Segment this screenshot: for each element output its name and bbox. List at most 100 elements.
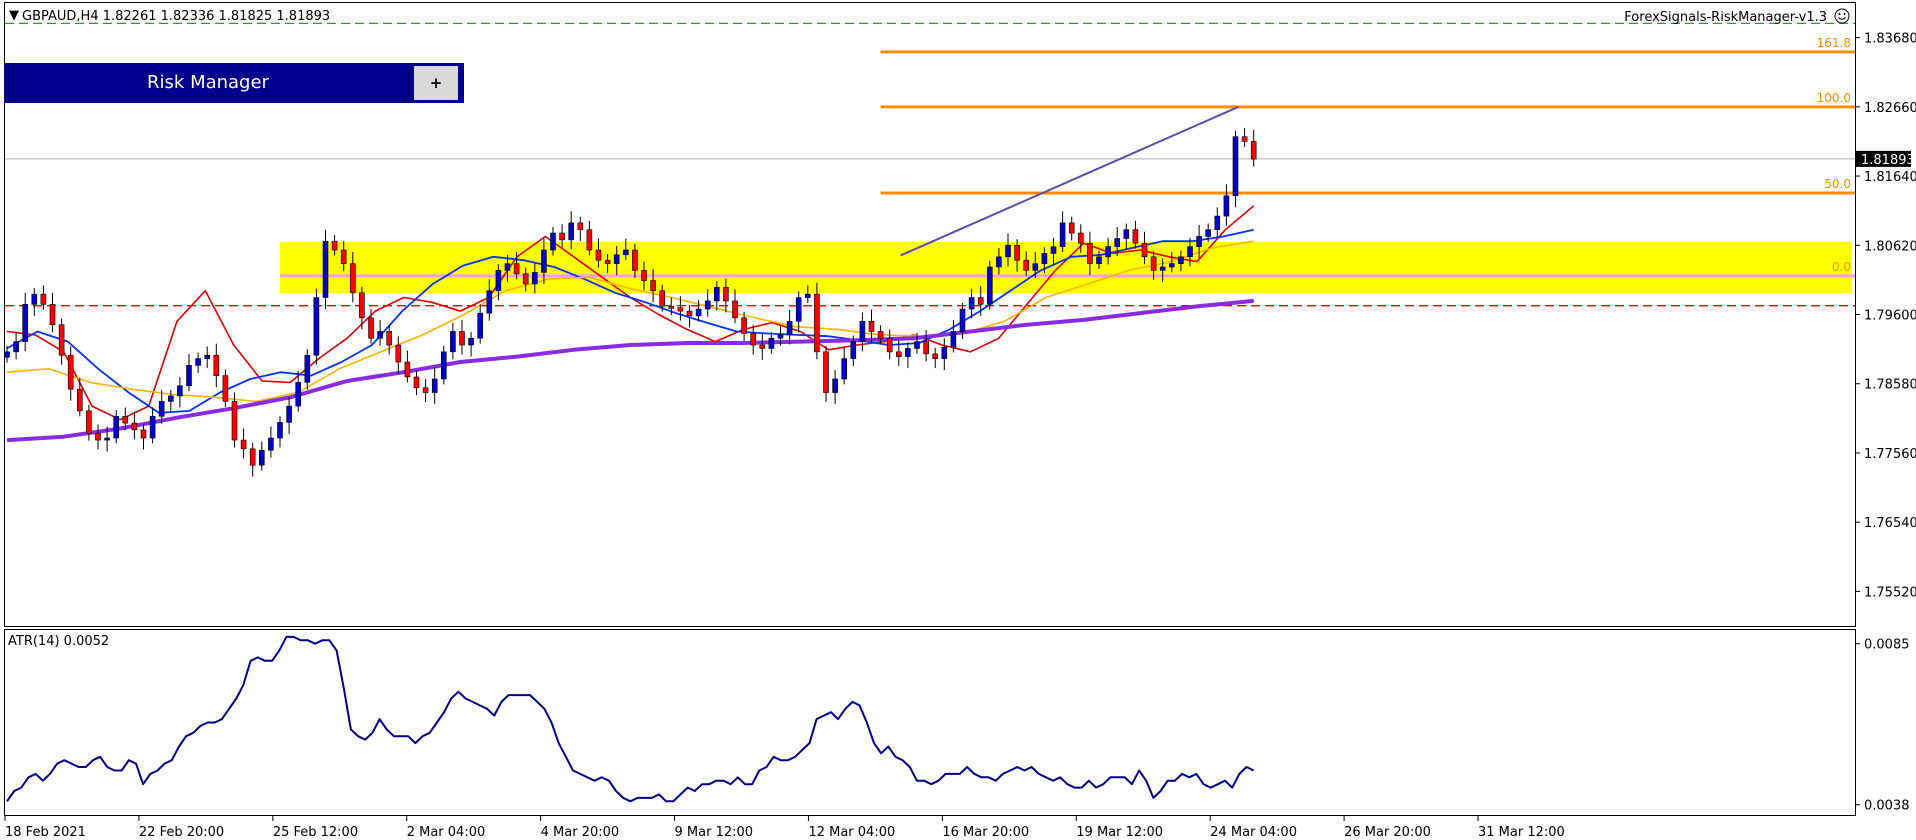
candle-body bbox=[149, 415, 156, 439]
candle-body bbox=[568, 222, 575, 241]
atr-tick-label: 0.0038 bbox=[1864, 799, 1910, 814]
candle-body bbox=[941, 346, 948, 359]
candle-body bbox=[641, 270, 647, 281]
candle-body bbox=[895, 351, 902, 357]
candle-body bbox=[1023, 259, 1030, 271]
candle-body bbox=[786, 320, 793, 336]
candle-body bbox=[468, 337, 474, 346]
candle-body bbox=[1105, 246, 1111, 258]
candle-body bbox=[13, 341, 19, 353]
candle-body bbox=[440, 351, 447, 380]
fib-label-161-8: 161.8 bbox=[1817, 36, 1851, 50]
time-tick-label: 25 Feb 12:00 bbox=[273, 825, 358, 840]
candle-body bbox=[968, 297, 975, 310]
candle-body bbox=[1078, 232, 1084, 244]
candle-body bbox=[950, 331, 957, 348]
candle-body bbox=[814, 293, 820, 353]
candle-body bbox=[732, 300, 738, 319]
candle-body bbox=[368, 317, 374, 339]
candle-body bbox=[632, 249, 638, 271]
candle-body bbox=[1250, 141, 1257, 160]
candle-body bbox=[1032, 263, 1039, 271]
candle-body bbox=[49, 304, 56, 325]
candle-body bbox=[258, 449, 265, 466]
fib-label-100-0: 100.0 bbox=[1817, 91, 1851, 105]
candle-body bbox=[386, 331, 393, 346]
candle-body bbox=[986, 266, 993, 305]
price-tick-label: 1.76540 bbox=[1864, 516, 1916, 531]
candle-body bbox=[1041, 253, 1048, 264]
candle-body bbox=[1159, 266, 1166, 271]
price-tick-label: 1.75520 bbox=[1864, 585, 1916, 600]
candle-body bbox=[249, 448, 256, 466]
candle-body bbox=[759, 344, 766, 349]
candle-body bbox=[559, 232, 565, 241]
candle-body bbox=[513, 263, 520, 275]
candle-body bbox=[413, 376, 420, 389]
candle-body bbox=[959, 308, 966, 332]
candle-body bbox=[1169, 263, 1175, 268]
candle-body bbox=[1196, 236, 1202, 247]
candle-body bbox=[67, 354, 74, 390]
candle-body bbox=[477, 312, 484, 339]
candle-body bbox=[723, 287, 729, 302]
candle-body bbox=[222, 375, 229, 402]
moving-average-line-2 bbox=[6, 228, 1254, 414]
candle-body bbox=[95, 432, 101, 441]
candle-body bbox=[1187, 246, 1193, 258]
candle-body bbox=[104, 437, 110, 441]
time-tick-label: 22 Feb 20:00 bbox=[139, 825, 224, 840]
candle-body bbox=[668, 306, 675, 309]
candle-body bbox=[713, 287, 720, 302]
smiley-icon[interactable] bbox=[1834, 8, 1850, 24]
candle-body bbox=[531, 272, 538, 285]
time-tick-label: 24 Mar 04:00 bbox=[1210, 825, 1297, 840]
time-tick-label: 19 Mar 12:00 bbox=[1076, 825, 1163, 840]
risk-manager-title[interactable]: Risk Manager bbox=[147, 72, 269, 93]
candle-body bbox=[1050, 246, 1057, 254]
moving-average-line-1 bbox=[6, 205, 1255, 421]
candle-body bbox=[395, 344, 402, 363]
candle-body bbox=[768, 337, 775, 349]
fib-label-0-0: 0.0 bbox=[1832, 260, 1851, 274]
candle-body bbox=[905, 348, 911, 357]
candle-body bbox=[177, 385, 183, 397]
candle-body bbox=[1241, 136, 1248, 142]
candle-body bbox=[823, 351, 829, 393]
candle-body bbox=[140, 429, 147, 439]
candle-body bbox=[4, 351, 10, 358]
candle-body bbox=[914, 341, 920, 349]
candle-body bbox=[131, 422, 138, 431]
candle-body bbox=[859, 320, 866, 342]
price-tick-label: 1.81640 bbox=[1864, 170, 1916, 185]
candle-body bbox=[304, 354, 311, 383]
candle-body bbox=[777, 334, 784, 339]
candle-body bbox=[1005, 244, 1011, 258]
fib-label-50-0: 50.0 bbox=[1824, 177, 1851, 191]
candle-body bbox=[186, 365, 192, 387]
candle-body bbox=[541, 249, 547, 273]
candle-body bbox=[804, 293, 811, 298]
candle-body bbox=[158, 401, 165, 417]
time-tick-label: 26 Mar 20:00 bbox=[1344, 825, 1431, 840]
candle-body bbox=[213, 354, 220, 376]
candle-body bbox=[1014, 244, 1020, 261]
candle-body bbox=[377, 331, 383, 339]
candle-body bbox=[295, 382, 302, 407]
candle-body bbox=[431, 378, 438, 393]
candle-body bbox=[750, 333, 757, 346]
risk-manager-plus-button[interactable]: + bbox=[414, 66, 458, 100]
current-price-label: 1.81893 bbox=[1861, 153, 1915, 168]
candle-body bbox=[1087, 242, 1093, 264]
candle-body bbox=[586, 229, 593, 251]
candle-body bbox=[331, 240, 338, 251]
candle-body bbox=[996, 256, 1002, 268]
candle-body bbox=[168, 395, 174, 402]
candle-body bbox=[277, 422, 283, 439]
candle-body bbox=[1150, 256, 1157, 271]
candle-body bbox=[1096, 256, 1102, 264]
chart-dropdown-icon[interactable]: ▼ bbox=[9, 8, 19, 23]
candle-body bbox=[1059, 222, 1066, 247]
candle-body bbox=[322, 240, 329, 298]
